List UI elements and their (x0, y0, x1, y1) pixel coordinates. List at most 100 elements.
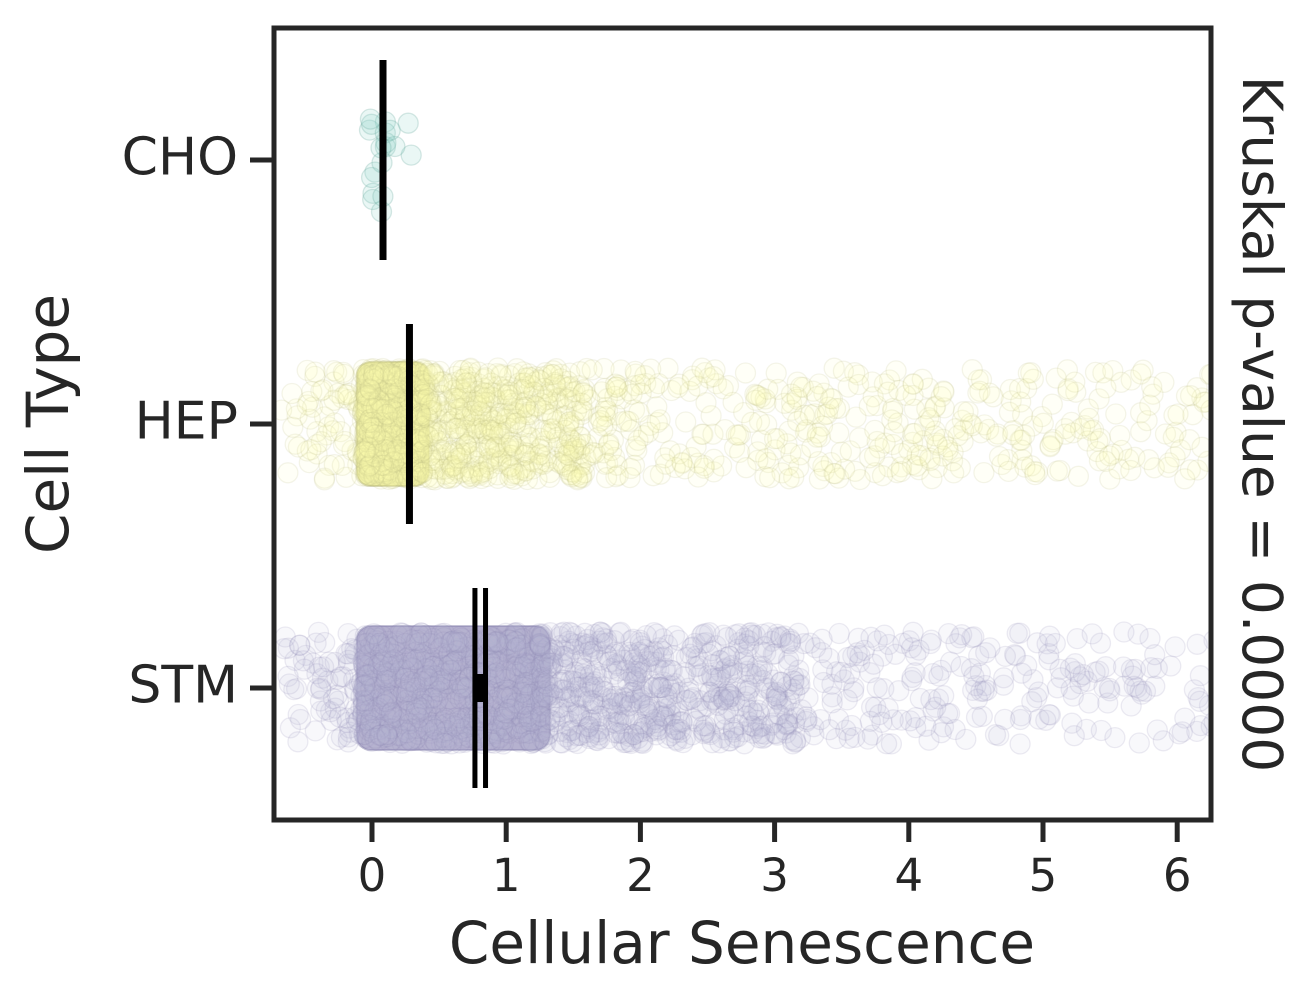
scatter-point (643, 377, 666, 399)
scatter-point (481, 433, 503, 455)
scatter-point (681, 369, 703, 391)
scatter-point (578, 725, 601, 748)
scatter-point (627, 429, 649, 451)
scatter-point (371, 463, 394, 485)
scatter-point (571, 463, 593, 485)
scatter-point (487, 375, 509, 397)
scatter-point (918, 377, 940, 399)
scatter-point (997, 448, 1019, 471)
scatter-point (1032, 412, 1054, 434)
scatter-point (473, 456, 495, 478)
scatter-point (445, 417, 467, 440)
scatter-point (475, 400, 498, 422)
scatter-point (1129, 402, 1152, 424)
scatter-point (561, 466, 583, 488)
scatter-point (334, 384, 356, 406)
scatter-point (734, 362, 757, 384)
scatter-point (669, 718, 691, 741)
scatter-point (651, 640, 674, 663)
scatter-point (563, 438, 585, 460)
scatter-point (422, 362, 444, 385)
scatter-point (323, 453, 345, 476)
scatter-point (422, 627, 444, 650)
scatter-point (493, 379, 515, 401)
scatter-point (963, 665, 985, 687)
scatter-point (527, 442, 549, 464)
scatter-point (503, 401, 526, 424)
scatter-point (442, 455, 464, 477)
scatter-point (363, 623, 385, 645)
scatter-point (550, 363, 572, 385)
scatter-point (568, 456, 591, 479)
scatter-point (380, 360, 402, 382)
scatter-point (372, 386, 394, 408)
scatter-point (289, 708, 312, 731)
scatter-point (382, 425, 404, 447)
scatter-point (450, 380, 472, 402)
scatter-point (348, 399, 370, 421)
scatter-point (1010, 429, 1032, 451)
scatter-point (951, 409, 973, 431)
scatter-point (808, 468, 831, 490)
scatter-point (419, 445, 442, 467)
scatter-point (365, 396, 387, 418)
scatter-point (722, 721, 745, 743)
scatter-point (366, 390, 389, 412)
scatter-point (355, 385, 378, 407)
scatter-point (510, 396, 532, 419)
scatter-point (868, 437, 890, 459)
scatter-point (382, 438, 404, 460)
scatter-point (377, 423, 399, 445)
scatter-point (448, 462, 471, 484)
scatter-point (471, 422, 493, 444)
scatter-point (580, 444, 602, 466)
scatter-point (354, 438, 376, 460)
scatter-point (357, 403, 379, 426)
scatter-point (551, 374, 573, 396)
scatter-point (366, 399, 388, 421)
scatter-point (353, 379, 375, 402)
scatter-point (455, 434, 477, 456)
scatter-point (484, 437, 506, 459)
scatter-point (434, 458, 456, 480)
scatter-point (353, 390, 375, 412)
scatter-point (384, 387, 406, 409)
scatter-point (466, 417, 488, 439)
scatter-point (362, 397, 384, 420)
scatter-point (378, 427, 400, 450)
scatter-point (524, 365, 546, 388)
scatter-point (1016, 377, 1038, 400)
scatter-point (587, 411, 610, 434)
scatter-point (967, 369, 989, 391)
scatter-point (965, 706, 988, 728)
scatter-point (299, 408, 321, 430)
series-hep (274, 357, 1211, 491)
scatter-point (372, 394, 395, 416)
scatter-point (482, 409, 504, 431)
scatter-point (341, 439, 363, 461)
scatter-point (1054, 423, 1076, 445)
scatter-point (477, 405, 499, 427)
scatter-point (993, 667, 1015, 689)
scatter-point (482, 421, 504, 443)
scatter-point (400, 144, 422, 166)
scatter-point (1088, 450, 1111, 472)
scatter-point (1087, 430, 1109, 452)
scatter-point (864, 419, 886, 442)
scatter-point (924, 420, 946, 442)
scatter-point (355, 382, 377, 405)
scatter-point (657, 357, 679, 379)
scatter-point (361, 426, 384, 449)
scatter-point (384, 417, 407, 439)
scatter-point (354, 440, 377, 462)
scatter-point (821, 692, 843, 714)
scatter-point (358, 409, 380, 431)
scatter-point (450, 368, 473, 391)
scatter-point (444, 454, 466, 477)
scatter-point (1162, 426, 1184, 448)
scatter-point (455, 372, 478, 394)
scatter-point (358, 461, 380, 483)
scatter-point (374, 439, 396, 461)
